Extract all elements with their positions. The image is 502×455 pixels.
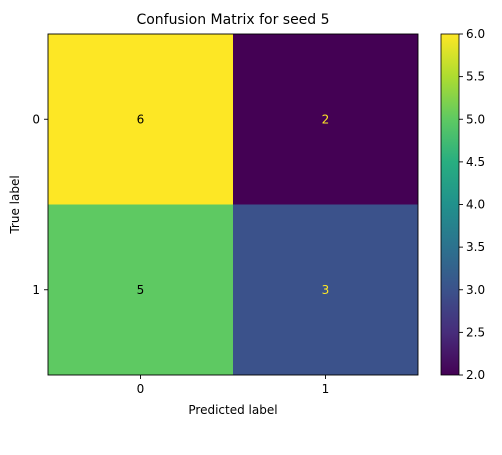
- axis-ticks: 0 1 0 1: [32, 112, 329, 396]
- x-axis-label: Predicted label: [188, 403, 277, 417]
- colorbar-tick-label-6: 5.0: [466, 112, 485, 126]
- colorbar-ticks: 2.0 2.5 3.0 3.5 4.0 4.5 5.0 5.5 6.0: [459, 27, 485, 382]
- y-tick-label-1: 1: [32, 283, 40, 297]
- plot-frame: [47, 33, 419, 376]
- cell-value-label-1-0: 5: [137, 283, 145, 297]
- heatmap-cell-0-0: [48, 34, 233, 205]
- cell-value-label-0-0: 6: [137, 112, 145, 126]
- x-tick-label-1: 1: [322, 382, 330, 396]
- colorbar-tick-label-5: 4.5: [466, 155, 485, 169]
- cell-value-label-1-1: 3: [322, 283, 330, 297]
- colorbar-tick-label-3: 3.5: [466, 240, 485, 254]
- colorbar-tick-label-8: 6.0: [466, 27, 485, 41]
- colorbar-tick-label-0: 2.0: [466, 368, 485, 382]
- colorbar-tick-label-1: 2.5: [466, 325, 485, 339]
- chart-title: Confusion Matrix for seed 5: [136, 12, 329, 28]
- cell-value-label-0-1: 2: [322, 112, 330, 126]
- colorbar-tick-label-7: 5.5: [466, 70, 485, 84]
- colorbar-tick-label-4: 4.0: [466, 198, 485, 212]
- heatmap-cell-0-1: [233, 34, 418, 205]
- y-tick-label-0: 0: [32, 112, 40, 126]
- heatmap-cell-1-1: [233, 204, 418, 375]
- heatmap-cell-1-0: [48, 204, 233, 375]
- heatmap-cells: 6 2 5 3: [48, 34, 418, 375]
- colorbar-tick-label-2: 3.0: [466, 283, 485, 297]
- colorbar: [440, 33, 460, 376]
- x-tick-label-0: 0: [137, 382, 145, 396]
- y-axis-label: True label: [8, 175, 22, 234]
